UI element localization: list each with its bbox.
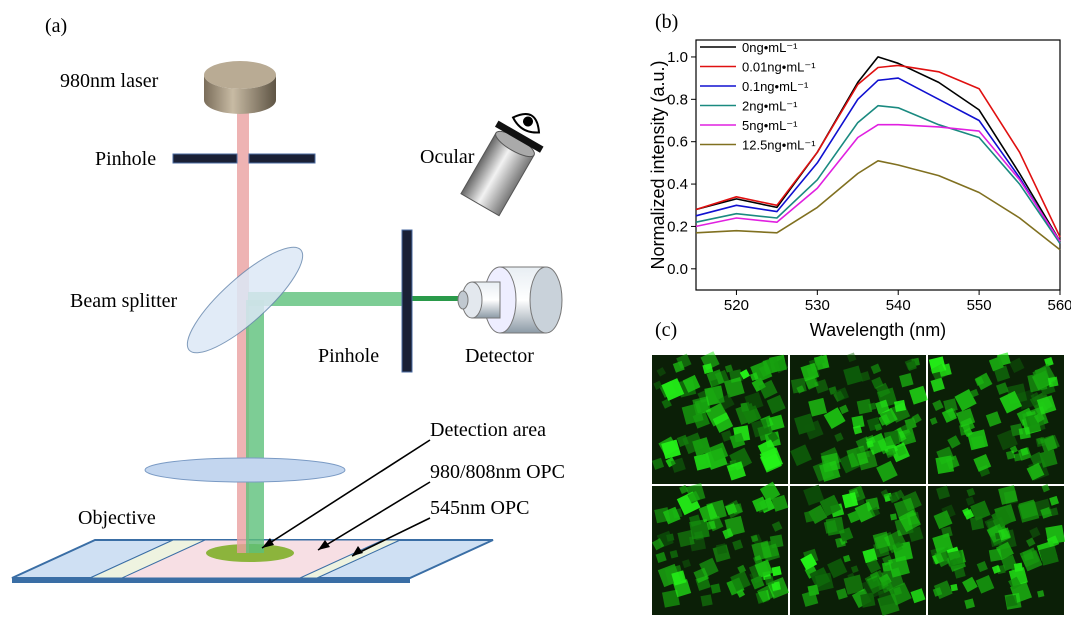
micrographs bbox=[652, 351, 1065, 615]
pinhole bbox=[249, 154, 315, 163]
emission-beam bbox=[246, 300, 264, 553]
chart: (b) Wavelength (nm) Normalized intensity… bbox=[648, 11, 1071, 340]
label: Detector bbox=[465, 345, 534, 367]
particle bbox=[1048, 377, 1059, 388]
y-tick-label: 1.0 bbox=[667, 49, 688, 66]
legend-label: 0.01ng•mL⁻¹ bbox=[742, 60, 816, 75]
label: Objective bbox=[78, 507, 156, 529]
arrows bbox=[262, 440, 430, 556]
legend-label: 0.1ng•mL⁻¹ bbox=[742, 79, 809, 94]
plot-frame bbox=[696, 40, 1060, 290]
label: 980nm laser bbox=[60, 70, 159, 92]
pinhole bbox=[402, 230, 412, 372]
figure: (a) 980nm laser Pinhole Ocular Beam spli… bbox=[0, 0, 1071, 618]
x-axis-label: Wavelength (nm) bbox=[810, 320, 946, 340]
label: Ocular bbox=[420, 146, 475, 168]
panel-label: (b) bbox=[655, 11, 678, 33]
diagram: (a) 980nm laser Pinhole Ocular Beam spli… bbox=[12, 15, 565, 583]
y-axis-label: Normalized intensity (a.u.) bbox=[648, 60, 668, 269]
y-tick-label: 0.6 bbox=[667, 134, 688, 151]
legend-label: 5ng•mL⁻¹ bbox=[742, 118, 798, 133]
panel-label: (a) bbox=[45, 15, 67, 37]
slide-edge bbox=[12, 578, 410, 583]
label: 545nm OPC bbox=[430, 497, 529, 519]
particle bbox=[857, 399, 873, 415]
panel-label: (c) bbox=[655, 319, 677, 341]
particle bbox=[1006, 595, 1018, 607]
legend-label: 2ng•mL⁻¹ bbox=[742, 99, 798, 114]
laser-top bbox=[204, 61, 276, 89]
pinhole bbox=[173, 154, 237, 163]
particle bbox=[989, 548, 1002, 561]
particle bbox=[1014, 563, 1023, 572]
particle bbox=[772, 566, 782, 576]
objective-lens bbox=[145, 458, 345, 482]
x-tick-label: 520 bbox=[724, 297, 749, 314]
particle bbox=[711, 584, 721, 594]
y-tick-label: 0.8 bbox=[667, 91, 688, 108]
particle bbox=[860, 593, 875, 608]
label: Beam splitter bbox=[70, 290, 178, 312]
particle bbox=[826, 517, 845, 536]
particle bbox=[890, 513, 897, 520]
y-tick-label: 0.4 bbox=[667, 176, 688, 193]
detector-icon bbox=[458, 267, 562, 333]
label: Pinhole bbox=[318, 345, 379, 367]
x-tick-label: 550 bbox=[967, 297, 992, 314]
x-tick-label: 530 bbox=[805, 297, 830, 314]
x-tick-label: 540 bbox=[886, 297, 911, 314]
particle bbox=[701, 594, 713, 606]
label: 980/808nm OPC bbox=[430, 461, 565, 483]
particle bbox=[1027, 372, 1047, 392]
legend-label: 12.5ng•mL⁻¹ bbox=[742, 138, 816, 153]
series-line bbox=[696, 161, 1060, 250]
particle bbox=[791, 378, 807, 394]
particle bbox=[689, 519, 710, 540]
particle bbox=[894, 400, 906, 412]
particle bbox=[1019, 427, 1031, 439]
label: Detection area bbox=[430, 419, 546, 441]
particle bbox=[950, 584, 958, 592]
emission-beam bbox=[408, 296, 458, 301]
y-tick-label: 0.2 bbox=[667, 218, 688, 235]
x-tick-label: 560 bbox=[1047, 297, 1071, 314]
label: Pinhole bbox=[95, 148, 156, 170]
legend-label: 0ng•mL⁻¹ bbox=[742, 40, 798, 55]
y-tick-label: 0.0 bbox=[667, 261, 688, 278]
